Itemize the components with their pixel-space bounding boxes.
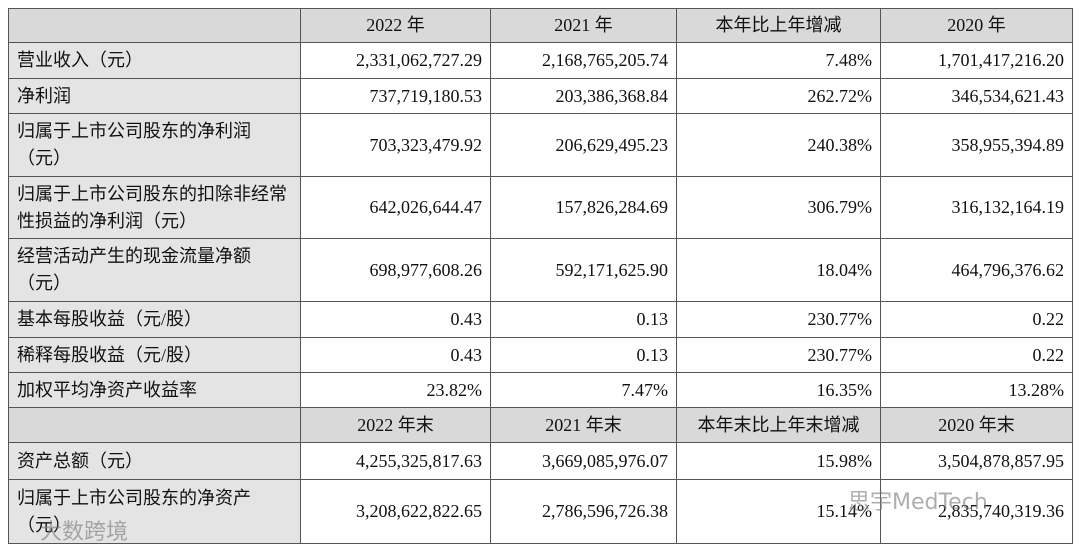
value-cell: 16.35%: [676, 372, 881, 408]
data-row: 归属于上市公司股东的净利润（元） 703,323,479.92 206,629,49…: [8, 113, 1073, 177]
header-cell: [8, 407, 301, 443]
row-label: 基本每股收益（元/股）: [8, 301, 301, 338]
value-cell: 306.79%: [676, 176, 881, 239]
value-cell: 203,386,368.84: [490, 78, 677, 114]
data-row: 经营活动产生的现金流量净额（元） 698,977,608.26 592,171,62…: [8, 238, 1073, 302]
row-label: 加权平均净资产收益率: [8, 372, 301, 408]
header-cell: 2022 年末: [300, 407, 491, 443]
value-cell: 642,026,644.47: [300, 176, 491, 239]
value-cell: 15.14%: [676, 479, 881, 544]
value-cell: 3,208,622,822.65: [300, 479, 491, 544]
data-row: 营业收入（元） 2,331,062,727.29 2,168,765,205.74 7…: [8, 42, 1073, 79]
value-cell: 0.43: [300, 301, 491, 338]
row-label: 资产总额（元）: [8, 442, 301, 480]
data-row: 稀释每股收益（元/股） 0.43 0.13 230.77% 0.22: [8, 337, 1073, 373]
value-cell: 262.72%: [676, 78, 881, 114]
value-cell: 3,504,878,857.95: [880, 442, 1073, 480]
data-row: 归属于上市公司股东的扣除非经常性损益的净利润（元） 642,026,644.47 1…: [8, 176, 1073, 239]
row-label: 稀释每股收益（元/股）: [8, 337, 301, 373]
header-cell: 本年末比上年末增减: [676, 407, 881, 443]
header-cell: 2021 年末: [490, 407, 677, 443]
row-label: 归属于上市公司股东的净资产（元）: [8, 479, 301, 544]
data-row: 净利润 737,719,180.53 203,386,368.84 262.72% 34…: [8, 78, 1073, 114]
value-cell: 0.13: [490, 337, 677, 373]
value-cell: 240.38%: [676, 113, 881, 177]
value-cell: 157,826,284.69: [490, 176, 677, 239]
value-cell: 316,132,164.19: [880, 176, 1073, 239]
value-cell: 206,629,495.23: [490, 113, 677, 177]
data-row: 基本每股收益（元/股） 0.43 0.13 230.77% 0.22: [8, 301, 1073, 338]
value-cell: 358,955,394.89: [880, 113, 1073, 177]
value-cell: 703,323,479.92: [300, 113, 491, 177]
value-cell: 346,534,621.43: [880, 78, 1073, 114]
header-cell: [8, 8, 301, 43]
data-row: 加权平均净资产收益率 23.82% 7.47% 16.35% 13.28%: [8, 372, 1073, 408]
value-cell: 0.22: [880, 301, 1073, 338]
value-cell: 15.98%: [676, 442, 881, 480]
row-label: 归属于上市公司股东的净利润（元）: [8, 113, 301, 177]
value-cell: 23.82%: [300, 372, 491, 408]
header-cell: 2020 年: [880, 8, 1073, 43]
header-row: 2022 年 2021 年本年比上年增减 2020 年: [8, 8, 1073, 43]
financial-table: 2022 年 2021 年本年比上年增减 2020 年营业收入（元） 2,331,06…: [8, 8, 1073, 544]
value-cell: 3,669,085,976.07: [490, 442, 677, 480]
value-cell: 1,701,417,216.20: [880, 42, 1073, 79]
header-cell: 2021 年: [490, 8, 677, 43]
value-cell: 0.22: [880, 337, 1073, 373]
value-cell: 13.28%: [880, 372, 1073, 408]
row-label: 归属于上市公司股东的扣除非经常性损益的净利润（元）: [8, 176, 301, 239]
value-cell: 698,977,608.26: [300, 238, 491, 302]
value-cell: 0.13: [490, 301, 677, 338]
value-cell: 464,796,376.62: [880, 238, 1073, 302]
value-cell: 2,168,765,205.74: [490, 42, 677, 79]
value-cell: 0.43: [300, 337, 491, 373]
header-cell: 本年比上年增减: [676, 8, 881, 43]
value-cell: 7.48%: [676, 42, 881, 79]
value-cell: 230.77%: [676, 301, 881, 338]
value-cell: 592,171,625.90: [490, 238, 677, 302]
value-cell: 7.47%: [490, 372, 677, 408]
header-cell: 2022 年: [300, 8, 491, 43]
header-cell: 2020 年末: [880, 407, 1073, 443]
data-row: 归属于上市公司股东的净资产（元） 3,208,622,822.65 2,786,59…: [8, 479, 1073, 544]
value-cell: 230.77%: [676, 337, 881, 373]
row-label: 营业收入（元）: [8, 42, 301, 79]
row-label: 经营活动产生的现金流量净额（元）: [8, 238, 301, 302]
value-cell: 2,835,740,319.36: [880, 479, 1073, 544]
data-row: 资产总额（元） 4,255,325,817.63 3,669,085,976.07 1…: [8, 442, 1073, 480]
value-cell: 2,786,596,726.38: [490, 479, 677, 544]
watermark: 思宇MedTech: [848, 490, 988, 515]
header-row: 2022 年末 2021 年末 本年末比上年末增减 2020 年末: [8, 407, 1073, 443]
value-cell: 4,255,325,817.63: [300, 442, 491, 480]
value-cell: 737,719,180.53: [300, 78, 491, 114]
value-cell: 2,331,062,727.29: [300, 42, 491, 79]
value-cell: 18.04%: [676, 238, 881, 302]
row-label: 净利润: [8, 78, 301, 114]
watermark: 大数跨境: [40, 520, 129, 545]
